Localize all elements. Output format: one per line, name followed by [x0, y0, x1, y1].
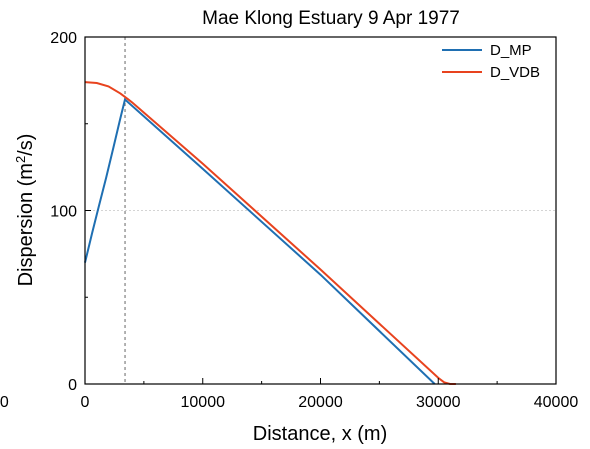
x-tick-label: 30000 — [416, 394, 461, 411]
x-axis: 0 10000 20000 30000 40000 — [81, 378, 579, 411]
x-axis-label: Distance, x (m) — [253, 423, 387, 445]
y-tick-label: 0 — [68, 377, 77, 394]
x-tick-label: 10000 — [181, 394, 226, 411]
y-tick-label: 100 — [50, 204, 77, 221]
x-tick-label: 20000 — [298, 394, 343, 411]
legend-label-d-mp: D_MP — [490, 42, 532, 59]
chart-title: Mae Klong Estuary 9 Apr 1977 — [202, 8, 460, 29]
x-tick-label: 40000 — [534, 394, 579, 411]
y-tick-label: 200 — [50, 30, 77, 47]
legend-label-d-vdb: D_VDB — [490, 64, 540, 81]
legend: D_MP D_VDB — [442, 42, 540, 81]
series-line-d-mp — [84, 97, 436, 385]
y-axis-label: Dispersion (m2/s) — [13, 134, 37, 287]
series-line-d-vdb — [84, 81, 456, 385]
plot-area — [84, 36, 557, 385]
y-axis: 0 100 200 — [50, 30, 91, 394]
clipped-tick-label: 00 — [0, 394, 9, 411]
x-tick-label: 0 — [81, 394, 90, 411]
